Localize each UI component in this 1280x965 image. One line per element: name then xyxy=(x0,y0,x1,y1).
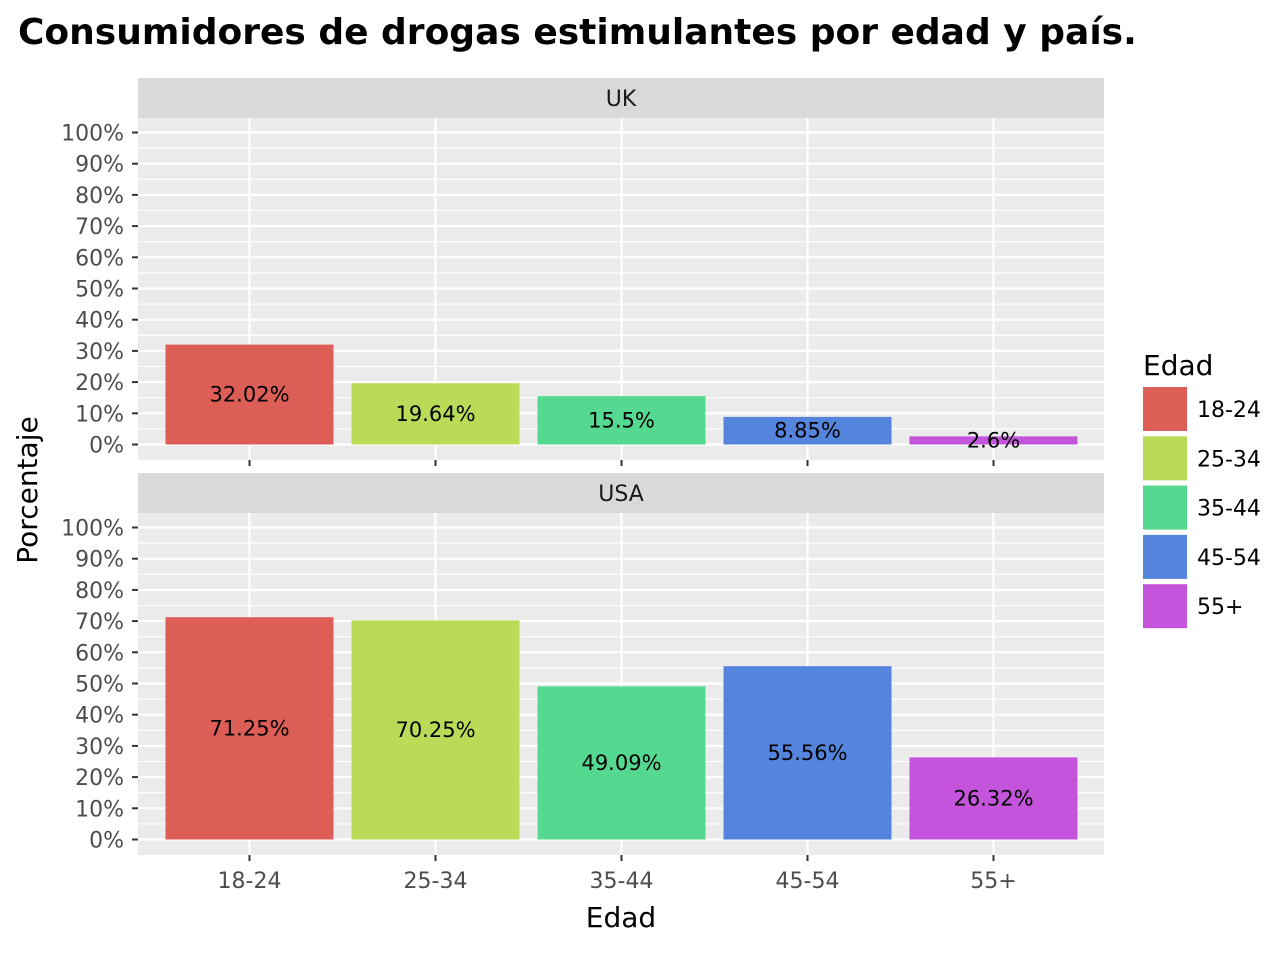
facet-label-usa: USA xyxy=(598,482,644,507)
bar-label-usa-35-44: 49.09% xyxy=(581,751,661,775)
y-tick-label-uk: 30% xyxy=(75,340,124,365)
bar-label-uk-45-54: 8.85% xyxy=(774,419,841,443)
legend-key-45-54 xyxy=(1143,534,1187,579)
y-tick-label-usa: 80% xyxy=(75,579,124,604)
bar-uk-35-44 xyxy=(537,396,706,445)
y-tick-label-uk: 100% xyxy=(61,122,124,147)
y-tick-label-usa: 90% xyxy=(75,548,124,573)
bar-label-uk-25-34: 19.64% xyxy=(395,402,475,426)
bar-label-uk-35-44: 15.5% xyxy=(588,408,655,432)
bar-label-usa-25-34: 70.25% xyxy=(395,718,475,742)
bar-usa-35-44 xyxy=(537,686,706,840)
bar-uk-25-34 xyxy=(351,383,520,445)
y-tick-label-usa: 40% xyxy=(75,704,124,729)
legend-key-35-44 xyxy=(1143,485,1187,530)
legend-key-18-24 xyxy=(1143,387,1187,431)
bar-label-usa-45-54: 55.56% xyxy=(767,741,847,765)
bar-usa-18-24 xyxy=(165,617,334,840)
x-tick-label: 18-24 xyxy=(218,869,282,894)
bar-uk-45-54 xyxy=(723,416,892,445)
y-tick-label-usa: 20% xyxy=(75,766,124,791)
legend-key-25-34 xyxy=(1143,436,1187,481)
y-tick-label-usa: 0% xyxy=(89,829,124,854)
bar-uk-18-24 xyxy=(165,344,334,445)
x-tick-label: 45-54 xyxy=(776,869,840,894)
bar-label-usa-18-24: 71.25% xyxy=(209,716,289,740)
bar-label-uk-55+: 2.6% xyxy=(967,428,1020,452)
x-tick-label: 55+ xyxy=(970,869,1016,894)
y-tick-label-uk: 0% xyxy=(89,434,124,459)
bar-usa-25-34 xyxy=(351,620,520,840)
bar-usa-45-54 xyxy=(723,666,892,840)
y-tick-label-uk: 10% xyxy=(75,402,124,427)
bar-usa-55+ xyxy=(909,757,1078,840)
facet-strip-usa xyxy=(138,473,1104,513)
y-tick-label-usa: 70% xyxy=(75,610,124,635)
y-tick-label-uk: 90% xyxy=(75,153,124,178)
y-tick-label-usa: 10% xyxy=(75,797,124,822)
legend-label-18-24: 18-24 xyxy=(1197,398,1261,423)
legend-label-35-44: 35-44 xyxy=(1197,497,1261,522)
facet-label-uk: UK xyxy=(606,87,637,112)
y-tick-label-uk: 20% xyxy=(75,371,124,396)
legend-label-25-34: 25-34 xyxy=(1197,447,1261,472)
chart-layer: 0% 10% 20% 30% 40% 50% 60% 70% 80% 90% 100% UK 32.02… xyxy=(61,78,1261,894)
x-axis-title: Edad xyxy=(586,901,656,934)
y-tick-label-uk: 40% xyxy=(75,309,124,334)
legend-key-55+ xyxy=(1143,584,1187,629)
facet-strip-uk xyxy=(138,78,1104,118)
y-tick-label-uk: 60% xyxy=(75,246,124,271)
y-tick-label-usa: 100% xyxy=(61,517,124,542)
legend-title: Edad xyxy=(1143,349,1213,382)
legend-label-45-54: 45-54 xyxy=(1197,546,1261,571)
y-tick-label-usa: 60% xyxy=(75,641,124,666)
y-tick-label-uk: 50% xyxy=(75,278,124,303)
bar-label-usa-55+: 26.32% xyxy=(953,786,1033,810)
y-tick-label-uk: 80% xyxy=(75,184,124,209)
chart-title: Consumidores de drogas estimulantes por … xyxy=(18,12,1137,53)
bar-uk-55+ xyxy=(909,436,1078,445)
y-tick-label-uk: 70% xyxy=(75,215,124,240)
y-axis-title: Porcentaje xyxy=(11,416,44,563)
y-tick-label-usa: 50% xyxy=(75,673,124,698)
x-tick-label: 25-34 xyxy=(404,869,468,894)
y-tick-label-usa: 30% xyxy=(75,735,124,760)
x-tick-label: 35-44 xyxy=(590,869,654,894)
bar-label-uk-18-24: 32.02% xyxy=(209,383,289,407)
legend-label-55+: 55+ xyxy=(1197,595,1243,620)
